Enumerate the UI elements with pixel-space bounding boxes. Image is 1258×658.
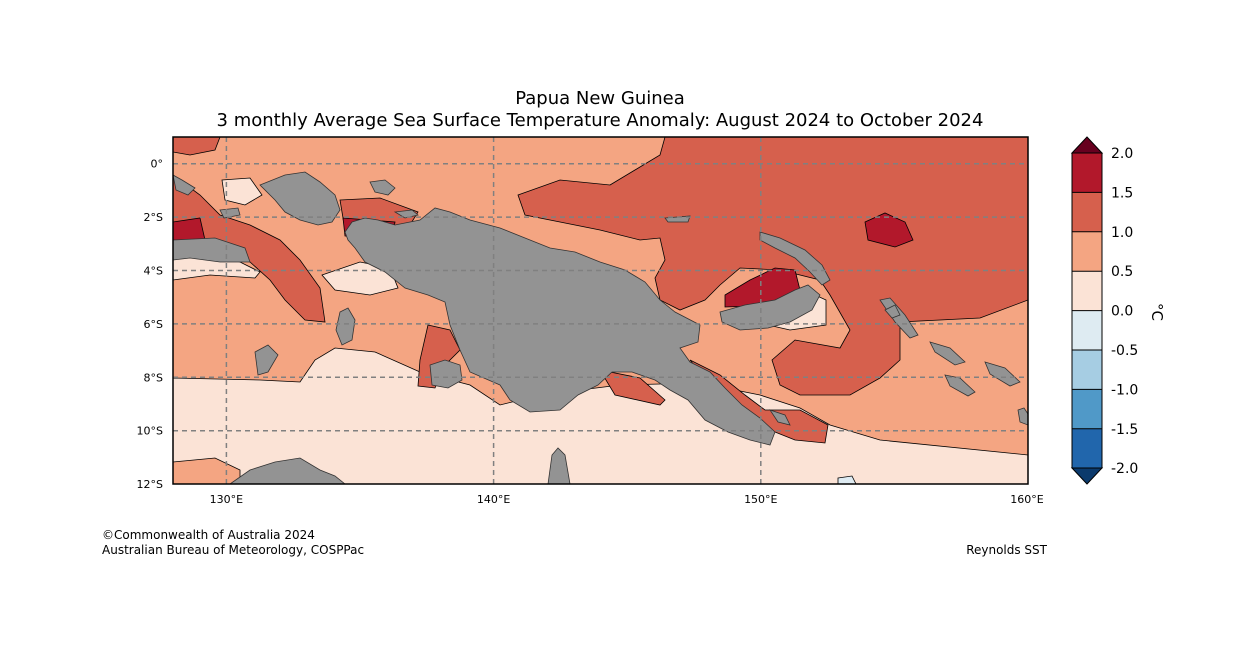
santa-isabel <box>884 304 901 319</box>
colorbar-bin-minus-0.5-0.0 <box>1072 310 1102 350</box>
lat-tick-2s: 2°S <box>144 211 163 224</box>
colorbar-label-0.0: 0.0 <box>1111 304 1133 320</box>
lon-tick-150e: 150°E <box>744 493 777 506</box>
new-ireland-island <box>759 231 831 286</box>
seram-island <box>173 237 251 263</box>
colorbar-label-minus-1.0: -1.0 <box>1111 382 1138 398</box>
colorbar-under-triangle <box>1070 467 1104 485</box>
new-britain-island <box>719 284 821 331</box>
lon-tick-160e: 160°E <box>1010 493 1043 506</box>
sst-anomaly-map <box>173 137 1028 484</box>
map-frame <box>172 136 1029 485</box>
lon-tick-130e: 130°E <box>210 493 243 506</box>
colorbar-bin-minus-2.0-minus-1.5 <box>1072 428 1102 468</box>
aru-islands <box>335 307 356 346</box>
colorbar-bin-minus-1.0-minus-0.5 <box>1072 350 1102 390</box>
arnhem-land <box>229 457 346 484</box>
solomon-islands-1 <box>929 341 966 366</box>
solomon-islands-2 <box>984 361 1021 387</box>
biak-island <box>369 179 396 196</box>
colorbar-label-2.0: 2.0 <box>1111 146 1133 162</box>
anomaly-region-0.0-0.5-north <box>221 177 263 206</box>
lat-tick-6s: 6°S <box>144 318 163 331</box>
colorbar-label-minus-1.5: -1.5 <box>1111 422 1138 438</box>
data-source-credit: Reynolds SST <box>966 543 1047 557</box>
colorbar-over-triangle <box>1070 136 1104 154</box>
vogelkop-peninsula <box>259 171 341 226</box>
map-title: Papua New Guinea <box>515 88 685 109</box>
anomaly-region-0.0-0.5-bay <box>321 261 399 296</box>
lat-tick-10s: 10°S <box>137 425 163 438</box>
anomaly-region-1.0-1.5-northeast <box>517 137 1028 396</box>
colorbar-label-1.5: 1.5 <box>1111 185 1133 201</box>
colorbar: 2.0 1.5 1.0 0.5 0.0 -0.5 -1.0 -1.5 -2.0 … <box>1070 136 1166 485</box>
lat-tick-4s: 4°S <box>144 265 163 278</box>
anomaly-region-1.5-2.0-east <box>864 212 914 248</box>
colorbar-label-minus-2.0: -2.0 <box>1111 461 1138 477</box>
colorbar-bin-0.5-1.0 <box>1072 231 1102 272</box>
lon-tick-labels: 130°E 140°E 150°E 160°E <box>210 493 1044 506</box>
cape-york <box>547 447 571 484</box>
agency-credit: Australian Bureau of Meteorology, COSPPa… <box>102 543 365 557</box>
colorbar-bin-1.0-1.5 <box>1072 192 1102 232</box>
colorbar-bin-1.5-2.0 <box>1072 153 1102 193</box>
map-subtitle: 3 monthly Average Sea Surface Temperatur… <box>216 110 984 131</box>
new-guinea-island <box>344 207 776 446</box>
colorbar-label-0.5: 0.5 <box>1111 264 1133 280</box>
lat-tick-0: 0° <box>151 158 164 171</box>
lat-tick-12s: 12°S <box>137 478 163 491</box>
new-caledonia-tip <box>1017 407 1028 426</box>
anomaly-region-1.5-2.0-west <box>173 217 206 241</box>
dolak-island <box>429 359 463 389</box>
colorbar-label-minus-0.5: -0.5 <box>1111 343 1138 359</box>
louisiade-islands <box>769 409 791 426</box>
yapen-island <box>393 209 419 219</box>
lat-tick-8s: 8°S <box>144 371 163 384</box>
graticule <box>173 137 1028 484</box>
colorbar-unit: °C <box>1148 303 1166 321</box>
anomaly-region-1.0-1.5-nw <box>173 137 221 156</box>
lon-tick-140e: 140°E <box>477 493 510 506</box>
tanimbar-island <box>254 344 279 376</box>
anomaly-region-minus-0.5-0.0 <box>837 475 857 484</box>
lat-tick-labels: 0° 2°S 4°S 6°S 8°S 10°S 12°S <box>137 158 163 491</box>
colorbar-bin-0.0-0.5 <box>1072 271 1102 311</box>
copyright-credit: ©Commonwealth of Australia 2024 <box>102 528 315 542</box>
colorbar-label-1.0: 1.0 <box>1111 225 1133 241</box>
colorbar-labels: 2.0 1.5 1.0 0.5 0.0 -0.5 -1.0 -1.5 -2.0 <box>1111 146 1138 477</box>
land-masses <box>173 171 1028 484</box>
halmahera-island <box>173 174 196 196</box>
misool-island <box>219 207 241 219</box>
colorbar-bin-minus-1.5-minus-1.0 <box>1072 389 1102 429</box>
